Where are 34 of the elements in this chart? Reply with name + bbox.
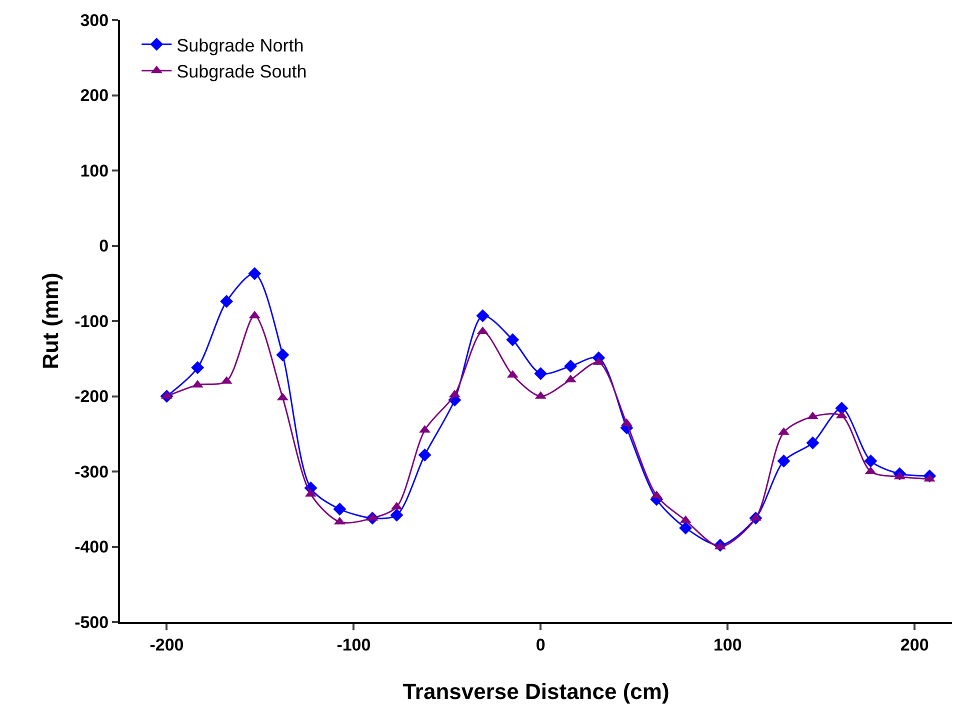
point [506, 333, 520, 346]
point [476, 309, 490, 322]
point [806, 436, 820, 450]
y-tick-label: 300 [80, 10, 109, 30]
point [248, 267, 262, 280]
y-axis-title: Rut (mm) [38, 272, 63, 370]
y-tick-label: -100 [74, 312, 109, 331]
y-tick-label: -200 [74, 387, 109, 406]
legend-label: Subgrade South [176, 62, 307, 82]
point [864, 454, 878, 468]
x-tick-label: 100 [713, 635, 742, 654]
point [220, 294, 234, 308]
y-tick-label: -300 [74, 462, 109, 482]
x-axis-title: Transverse Distance (cm) [402, 678, 670, 704]
y-tick-label: -500 [74, 612, 109, 632]
x-tick-label: -200 [150, 635, 184, 654]
x-tick-label: -100 [336, 635, 371, 654]
point [191, 361, 204, 374]
point [390, 508, 404, 522]
point [276, 348, 290, 362]
point [777, 454, 790, 468]
point [333, 502, 346, 516]
point [835, 402, 848, 415]
x-tick-label: 0 [536, 635, 546, 654]
point [418, 448, 432, 462]
y-tick-label: 100 [80, 161, 109, 180]
point [534, 367, 548, 380]
y-tick-label: 0 [99, 236, 109, 256]
x-tick-label: 200 [900, 635, 929, 654]
point [564, 360, 578, 373]
y-tick-label: -400 [74, 538, 109, 557]
y-tick-label: 200 [80, 86, 109, 106]
legend-label: Subgrade North [176, 35, 304, 56]
point [679, 521, 692, 534]
